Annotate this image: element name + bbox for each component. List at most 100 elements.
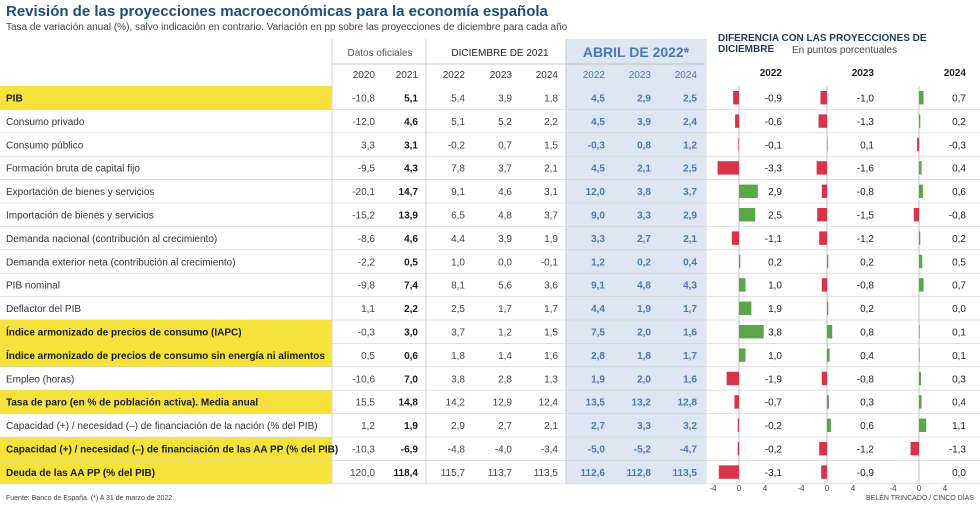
cell-2-0: 3,3 bbox=[361, 140, 375, 151]
cell-5-4: 3,7 bbox=[544, 211, 558, 222]
cell-9-2: 2,5 bbox=[451, 304, 465, 315]
diff-label-4-0: 2,9 bbox=[768, 187, 782, 198]
cell-7-6: 0,2 bbox=[637, 257, 651, 268]
bar-7-0 bbox=[739, 254, 741, 269]
cell-6-6: 2,7 bbox=[637, 234, 651, 245]
cell-0-4: 1,8 bbox=[544, 94, 558, 105]
cell-1-0: -12,0 bbox=[352, 117, 375, 128]
year-header-6: 2023 bbox=[629, 70, 652, 81]
diff-label-10-1: 0,8 bbox=[860, 328, 874, 339]
diff-label-7-2: 0,5 bbox=[952, 257, 966, 268]
row-label-6: Demanda nacional (contribución al crecim… bbox=[6, 234, 217, 245]
bar-7-1 bbox=[827, 254, 829, 269]
bar-15-2 bbox=[910, 442, 919, 456]
diff-label-13-1: 0,3 bbox=[860, 398, 874, 409]
credit-note: BELÉN TRINCADO / CINCO DÍAS bbox=[865, 495, 974, 502]
cell-13-0: 15,5 bbox=[356, 398, 376, 409]
diff-label-10-0: 3,8 bbox=[768, 328, 782, 339]
cell-13-3: 12,9 bbox=[493, 398, 513, 409]
cell-0-3: 3,9 bbox=[498, 94, 512, 105]
cell-14-3: 2,7 bbox=[498, 421, 512, 432]
diff-label-3-1: -1,6 bbox=[857, 164, 875, 175]
cell-3-2: 7,8 bbox=[451, 164, 465, 175]
cell-14-6: 3,3 bbox=[637, 421, 651, 432]
bar-3-1 bbox=[816, 161, 827, 175]
bar-6-1 bbox=[819, 231, 827, 245]
diff-label-3-2: 0,4 bbox=[952, 164, 966, 175]
diff-label-9-1: 0,2 bbox=[860, 304, 874, 315]
bar-11-2 bbox=[919, 348, 920, 362]
cell-6-3: 3,9 bbox=[498, 234, 512, 245]
bar-14-2 bbox=[919, 418, 927, 432]
source-note: Fuente: Banco de España. (*) A 31 de mar… bbox=[6, 495, 173, 502]
row-highlight-15 bbox=[0, 437, 332, 461]
bar-5-1 bbox=[817, 208, 827, 222]
cell-6-1: 4,6 bbox=[404, 234, 418, 245]
cell-11-7: 1,7 bbox=[683, 351, 697, 362]
row-label-13: Tasa de paro (en % de población activa).… bbox=[6, 398, 258, 409]
diff-label-0-2: 0,7 bbox=[952, 94, 966, 105]
cell-4-3: 4,6 bbox=[498, 187, 512, 198]
cell-16-1: 118,4 bbox=[394, 468, 419, 479]
cell-12-4: 1,3 bbox=[544, 374, 558, 385]
diff-label-1-2: 0,2 bbox=[952, 117, 966, 128]
bar-11-1 bbox=[827, 348, 830, 362]
bar-4-1 bbox=[821, 184, 827, 198]
cell-3-0: -9,5 bbox=[358, 164, 376, 175]
cell-10-2: 3,7 bbox=[451, 328, 465, 339]
cell-13-4: 12,4 bbox=[539, 398, 559, 409]
year-header-5: 2022 bbox=[583, 70, 606, 81]
diff-label-8-1: -0,8 bbox=[857, 281, 875, 292]
cell-3-4: 2,1 bbox=[544, 164, 558, 175]
cell-8-1: 7,4 bbox=[404, 281, 418, 292]
cell-13-2: 14,2 bbox=[446, 398, 466, 409]
cell-5-0: -15,2 bbox=[352, 211, 375, 222]
cell-16-3: 113,7 bbox=[488, 468, 513, 479]
cell-0-1: 5,1 bbox=[404, 94, 418, 105]
cell-4-2: 9,1 bbox=[451, 187, 465, 198]
cell-11-6: 1,8 bbox=[637, 351, 651, 362]
row-label-4: Exportación de bienes y servicios bbox=[6, 187, 154, 198]
row-label-0: PIB bbox=[6, 94, 23, 105]
row-highlight-0 bbox=[0, 86, 332, 110]
cell-15-0: -10,3 bbox=[352, 445, 375, 456]
diff-label-13-2: 0,4 bbox=[952, 398, 966, 409]
cell-14-0: 1,2 bbox=[361, 421, 375, 432]
diff-label-1-0: -0,6 bbox=[765, 117, 783, 128]
cell-13-1: 14,8 bbox=[399, 398, 419, 409]
diff-label-11-1: 0,4 bbox=[860, 351, 874, 362]
cell-12-7: 1,6 bbox=[683, 374, 697, 385]
bar-5-2 bbox=[913, 208, 919, 222]
bar-8-0 bbox=[739, 278, 746, 292]
row-highlight-10 bbox=[0, 320, 332, 344]
bar-3-2 bbox=[919, 161, 922, 175]
cell-8-5: 9,1 bbox=[591, 281, 605, 292]
bar-2-0 bbox=[738, 137, 739, 152]
cell-1-6: 3,9 bbox=[637, 117, 651, 128]
cell-2-3: 0,7 bbox=[498, 140, 512, 151]
row-label-2: Consumo público bbox=[6, 140, 84, 151]
diff-label-12-1: -0,8 bbox=[857, 374, 875, 385]
diff-label-1-1: -1,3 bbox=[857, 117, 875, 128]
cell-6-4: 1,9 bbox=[544, 234, 558, 245]
cell-9-0: 1,1 bbox=[361, 304, 375, 315]
row-label-8: PIB nominal bbox=[6, 281, 60, 292]
row-label-1: Consumo privado bbox=[6, 117, 85, 128]
bar-3-0 bbox=[717, 161, 739, 175]
year-header-7: 2024 bbox=[675, 70, 698, 81]
axis-tick-0-1: 0 bbox=[737, 484, 742, 493]
cell-6-0: -8,6 bbox=[358, 234, 376, 245]
cell-4-6: 3,8 bbox=[637, 187, 651, 198]
bar-12-2 bbox=[919, 371, 921, 386]
header-diciembre: DICIEMBRE DE 2021 bbox=[451, 48, 549, 59]
cell-11-3: 1,4 bbox=[498, 351, 512, 362]
cell-7-2: 1,0 bbox=[451, 257, 465, 268]
cell-12-0: -10,6 bbox=[352, 374, 375, 385]
bar-1-2 bbox=[919, 114, 921, 128]
bar-10-1 bbox=[827, 325, 833, 339]
cell-8-6: 4,8 bbox=[637, 281, 651, 292]
cell-8-4: 3,6 bbox=[544, 281, 558, 292]
year-header-0: 2020 bbox=[353, 70, 376, 81]
diff-label-5-1: -1,5 bbox=[857, 211, 875, 222]
cell-5-7: 2,9 bbox=[683, 211, 697, 222]
